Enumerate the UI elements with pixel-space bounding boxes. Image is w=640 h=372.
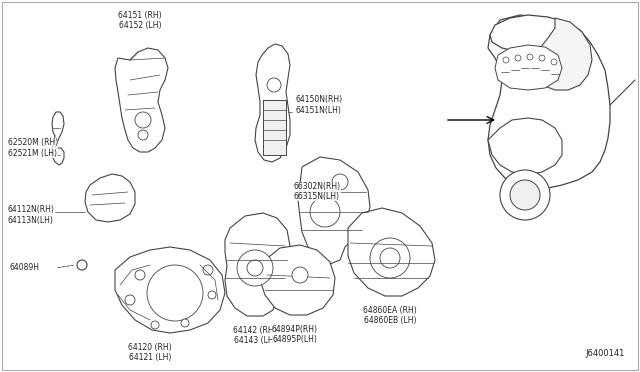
Text: 66302N(RH)
66315N(LH): 66302N(RH) 66315N(LH) (294, 182, 341, 201)
Circle shape (77, 260, 87, 270)
Polygon shape (488, 118, 562, 175)
Polygon shape (225, 213, 290, 316)
Circle shape (292, 267, 308, 283)
Polygon shape (85, 174, 135, 222)
Polygon shape (52, 112, 64, 165)
Polygon shape (260, 245, 335, 315)
Text: 64089H: 64089H (10, 263, 40, 273)
Circle shape (503, 57, 509, 63)
Polygon shape (495, 45, 562, 90)
Circle shape (135, 270, 145, 280)
Text: 64151 (RH)
64152 (LH): 64151 (RH) 64152 (LH) (118, 10, 162, 30)
Polygon shape (255, 44, 290, 162)
Circle shape (551, 59, 557, 65)
Text: 62520M (RH)
62521M (LH): 62520M (RH) 62521M (LH) (8, 138, 58, 158)
Circle shape (267, 78, 281, 92)
Circle shape (181, 319, 189, 327)
Circle shape (203, 265, 213, 275)
Polygon shape (488, 15, 610, 188)
Circle shape (247, 260, 263, 276)
Circle shape (138, 130, 148, 140)
Circle shape (527, 54, 533, 60)
Circle shape (510, 180, 540, 210)
Circle shape (370, 238, 410, 278)
Circle shape (147, 265, 203, 321)
Circle shape (500, 170, 550, 220)
Polygon shape (298, 157, 370, 264)
Polygon shape (115, 247, 225, 333)
Circle shape (515, 55, 521, 61)
Text: 64894P(RH)
64895P(LH): 64894P(RH) 64895P(LH) (272, 325, 318, 344)
Circle shape (125, 295, 135, 305)
Text: 64150N(RH)
64151N(LH): 64150N(RH) 64151N(LH) (295, 95, 342, 115)
Text: 64120 (RH)
64121 (LH): 64120 (RH) 64121 (LH) (128, 343, 172, 362)
Polygon shape (263, 100, 286, 155)
Polygon shape (115, 48, 168, 152)
Text: J6400141: J6400141 (586, 349, 625, 358)
Circle shape (237, 250, 273, 286)
Circle shape (151, 321, 159, 329)
Text: 64142 (RH)
64143 (LH): 64142 (RH) 64143 (LH) (233, 326, 277, 345)
Polygon shape (490, 15, 575, 52)
Circle shape (332, 174, 348, 190)
Polygon shape (348, 208, 435, 296)
Text: 64860EA (RH)
64860EB (LH): 64860EA (RH) 64860EB (LH) (363, 306, 417, 326)
Circle shape (208, 291, 216, 299)
Circle shape (310, 197, 340, 227)
Circle shape (539, 55, 545, 61)
Circle shape (135, 112, 151, 128)
Circle shape (380, 248, 400, 268)
Text: 64112N(RH)
64113N(LH): 64112N(RH) 64113N(LH) (8, 205, 55, 225)
Polygon shape (536, 18, 592, 90)
